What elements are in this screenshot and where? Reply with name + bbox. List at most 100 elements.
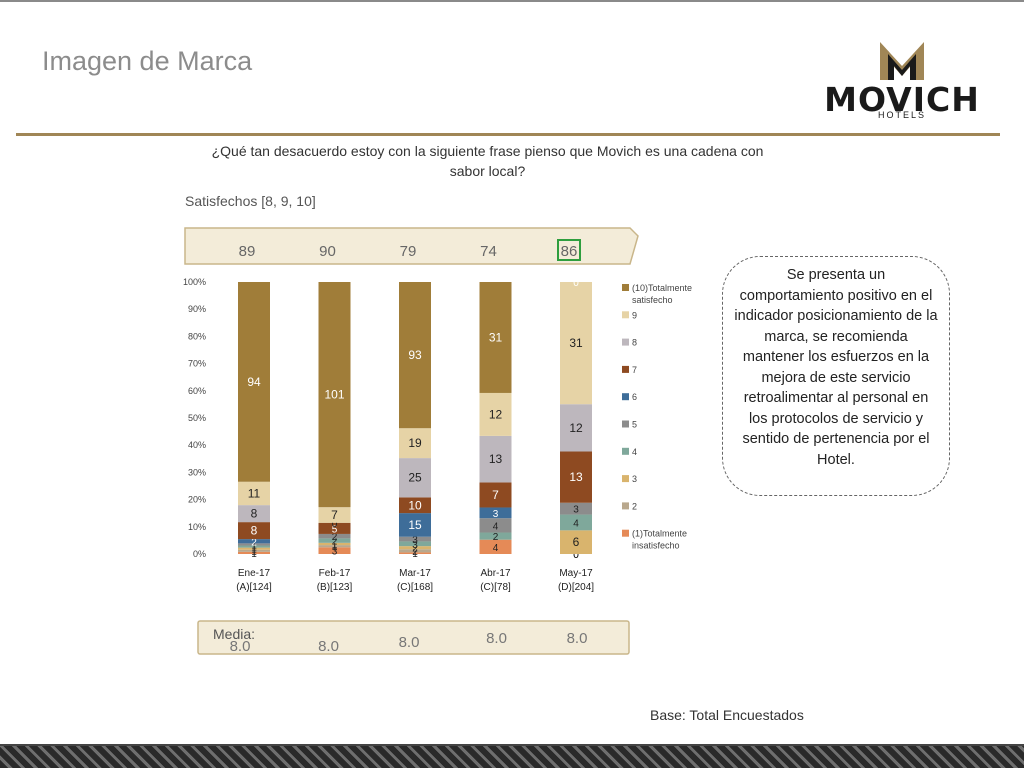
bar-segment [560,404,592,452]
bar-value-label: 1 [251,549,257,560]
bar-segment [479,482,512,508]
bar-segment [318,282,351,508]
movich-monogram-icon [880,42,924,80]
satisfechos-panel [184,227,639,265]
bar-segment [479,539,512,554]
media-value: 8.0 [230,638,251,655]
bar-segment [399,458,431,498]
bar-value-label: 94 [247,375,261,389]
bar-value-label: 4 [573,518,579,529]
bar-segment [560,282,592,405]
bar-value-label: 15 [408,518,422,532]
y-tick-label: 20% [188,495,206,505]
legend-swatch [622,338,629,346]
legend-swatch [622,420,629,428]
media-panel [197,620,630,655]
chart-subtitle: Satisfechos [8, 9, 10] [185,193,316,209]
bar-segment [318,547,351,554]
logo-wordmark: MOVICH [824,80,980,119]
y-tick-label: 30% [188,467,206,477]
bar-segment [479,435,512,483]
bar-value-label: 1 [332,540,338,551]
bar-segment [238,282,270,482]
header-rule [16,133,1000,136]
y-tick-label: 0% [193,549,206,559]
bar-value-label: 4 [493,521,499,532]
bar-segment [479,282,512,393]
bar-segment [479,507,512,519]
legend-swatch [622,475,629,483]
bar-segment [318,538,351,543]
satisfechos-value: 79 [400,243,417,260]
base-note: Base: Total Encuestados [650,707,804,723]
media-value: 8.0 [486,630,507,647]
bar-value-label: 2 [412,544,418,555]
bar-value-label: 0 [573,278,579,289]
bar-segment [399,497,431,514]
bar-value-label: 2 [493,532,499,543]
bar-value-label: 2 [251,537,257,548]
bar-value-label: 1 [332,542,338,553]
category-label: (C)[168] [397,582,433,593]
bar-value-label: 3 [412,535,418,546]
legend-swatch [622,365,629,373]
survey-question: ¿Qué tan desacuerdo estoy con la siguien… [211,143,764,179]
legend-label: 9 [632,310,637,320]
legend-label-cont: insatisfecho [632,541,680,551]
category-label: (D)[204] [558,582,594,593]
bar-segment [238,543,270,546]
category-label: Mar-17 [399,568,431,579]
legend-label: 2 [632,501,637,511]
legend-label: 5 [632,420,637,430]
callout-note: Se presenta un comportamiento positivo e… [722,256,950,496]
bar-segment [238,522,270,540]
legend-swatch [622,502,629,510]
y-tick-label: 50% [188,413,206,423]
category-label: (A)[124] [236,582,272,593]
bar-value-label: 1 [251,540,257,551]
legend-label: 7 [632,365,637,375]
bar-value-label: 8 [251,524,258,538]
bar-value-label: 1 [412,549,418,560]
footer-rule [0,744,1024,746]
legend-swatch [622,311,629,319]
y-tick-label: 70% [188,359,206,369]
bar-segment [318,507,351,523]
bar-segment [560,502,592,515]
footer-pattern [0,746,1024,768]
bar-segment [399,513,431,537]
legend-label: 4 [632,447,637,457]
bar-value-label: 93 [408,348,422,362]
category-label: (B)[123] [317,582,353,593]
bar-segment [238,545,270,548]
bar-value-label: 25 [408,471,422,485]
satisfechos-value: 90 [319,243,336,260]
y-tick-label: 100% [183,277,206,287]
bar-segment [479,532,512,540]
category-label: May-17 [559,568,593,579]
y-tick-label: 80% [188,331,206,341]
bar-segment [560,530,592,554]
bar-value-label: 7 [331,508,338,522]
bar-value-label: 31 [569,336,583,350]
bar-segment [399,428,431,459]
bar-value-label: 13 [489,452,503,466]
y-tick-label: 10% [188,522,206,532]
bar-value-label: 12 [569,421,583,435]
satisfechos-highlight-box [557,239,581,261]
logo-subtitle: HOTELS [877,110,926,120]
bar-value-label: 0 [573,550,579,561]
legend-label: 3 [632,474,637,484]
legend-swatch [622,529,629,537]
y-tick-label: 60% [188,386,206,396]
category-label: Feb-17 [319,568,351,579]
bar-segment [318,522,351,534]
bar-value-label: 2 [332,532,338,543]
bar-value-label: 3 [412,540,418,551]
legend-label: 8 [632,338,637,348]
category-label: Ene-17 [238,568,271,579]
bar-value-label: 3 [332,547,338,558]
bar-segment [399,282,431,429]
category-label: Abr-17 [480,568,510,579]
bar-segment [318,542,351,546]
